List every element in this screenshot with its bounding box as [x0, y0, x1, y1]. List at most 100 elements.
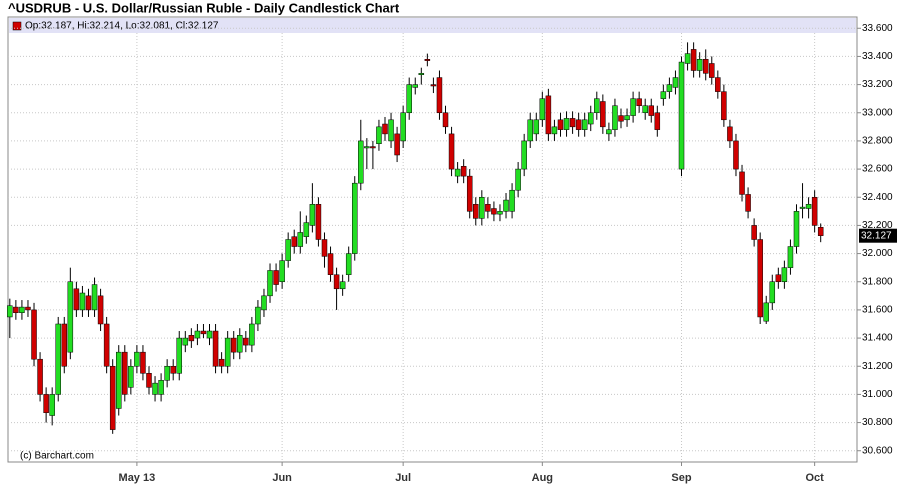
candle-body [654, 112, 661, 130]
candle-body [109, 365, 116, 430]
candle-body [587, 112, 594, 125]
candle-body [212, 330, 219, 367]
candle-body [721, 91, 727, 121]
candle-body [430, 84, 437, 87]
candle-body [206, 330, 213, 339]
candle-body [799, 206, 806, 209]
candle-body [243, 337, 249, 346]
candle-body [479, 197, 485, 219]
candle-body [690, 49, 697, 71]
candle-body [364, 146, 370, 149]
candle-body [442, 112, 449, 128]
y-tick-label: 32.800 [862, 136, 893, 147]
candle-body [67, 281, 74, 353]
candle-body [545, 95, 552, 135]
x-tick-label: Sep [671, 472, 691, 484]
candle-body [146, 373, 152, 388]
candle-body [618, 115, 624, 122]
x-tick-label: Jul [395, 472, 411, 484]
candle-body [279, 260, 285, 282]
candle-body [321, 239, 328, 257]
candle-body [684, 53, 691, 64]
candle-body [267, 270, 273, 297]
y-tick-label: 31.400 [862, 333, 893, 344]
candle-body [775, 274, 782, 282]
candle-body [793, 211, 800, 247]
candle-body [176, 337, 183, 374]
candle-body [418, 73, 425, 75]
candle-body [648, 105, 655, 116]
candle-body [594, 98, 600, 114]
candle-body [624, 115, 630, 121]
candle-body [128, 365, 134, 388]
candle-body [612, 105, 618, 130]
y-tick-label: 33.400 [862, 51, 893, 62]
candle-body [406, 84, 412, 114]
candle-body [376, 126, 382, 144]
last-price-label: 32.127 [861, 230, 892, 241]
candle-body [49, 394, 55, 416]
candle-body [769, 281, 776, 304]
candle-body [751, 225, 757, 240]
candle-body [412, 84, 419, 88]
candle-body [115, 351, 122, 409]
info-swatch [12, 21, 22, 31]
candle-body [97, 295, 104, 325]
candle-body [170, 365, 176, 374]
candle-body [745, 194, 751, 212]
y-tick-label: 33.200 [862, 79, 893, 90]
candle-body [527, 119, 533, 142]
candle-body [757, 239, 763, 318]
candle-body [61, 323, 68, 367]
candle-body [557, 119, 564, 130]
candle-body [273, 270, 279, 285]
candle-body [303, 222, 310, 237]
candle-body [811, 197, 818, 226]
candle-body [696, 58, 703, 71]
candle-body [103, 323, 110, 367]
candle-body [660, 91, 667, 99]
candle-body [491, 208, 497, 215]
candle-body [188, 335, 195, 342]
candle-body [261, 295, 267, 311]
candle-body [13, 306, 19, 313]
candle-body [600, 101, 606, 128]
candle-body [55, 323, 61, 395]
candle-body [79, 292, 86, 311]
y-tick-label: 32.600 [862, 164, 893, 175]
candle-body [733, 140, 739, 170]
candle-body [521, 140, 527, 170]
candle-body [230, 337, 237, 353]
candle-body [164, 365, 170, 381]
candle-body [575, 119, 582, 130]
candle-body [339, 281, 346, 290]
candle-body [182, 337, 189, 346]
candle-body [485, 204, 491, 212]
y-tick-label: 33.600 [862, 23, 893, 34]
candle-body [285, 239, 291, 261]
candle-body [466, 175, 473, 212]
candle-body [333, 274, 340, 290]
candle-body [351, 182, 358, 254]
candle-body [134, 351, 140, 367]
y-tick-label: 30.600 [862, 445, 893, 456]
candle-body [370, 146, 376, 149]
last-price-box [859, 228, 897, 243]
candle-body [460, 166, 467, 177]
y-tick-label: 30.800 [862, 417, 893, 428]
plot-area [7, 16, 858, 463]
candle-body [327, 253, 334, 275]
candle-body [787, 246, 794, 268]
candle-body [515, 168, 521, 191]
candle-body [309, 204, 316, 226]
y-tick-label: 32.200 [862, 220, 893, 231]
candle-body [509, 189, 515, 212]
candle-body [642, 105, 648, 114]
candle-body [345, 253, 352, 275]
candle-body [727, 126, 733, 142]
x-tick-label: Aug [532, 472, 553, 484]
y-tick-label: 33.000 [862, 107, 893, 118]
candle-body [19, 306, 25, 313]
candle-body [424, 58, 431, 61]
